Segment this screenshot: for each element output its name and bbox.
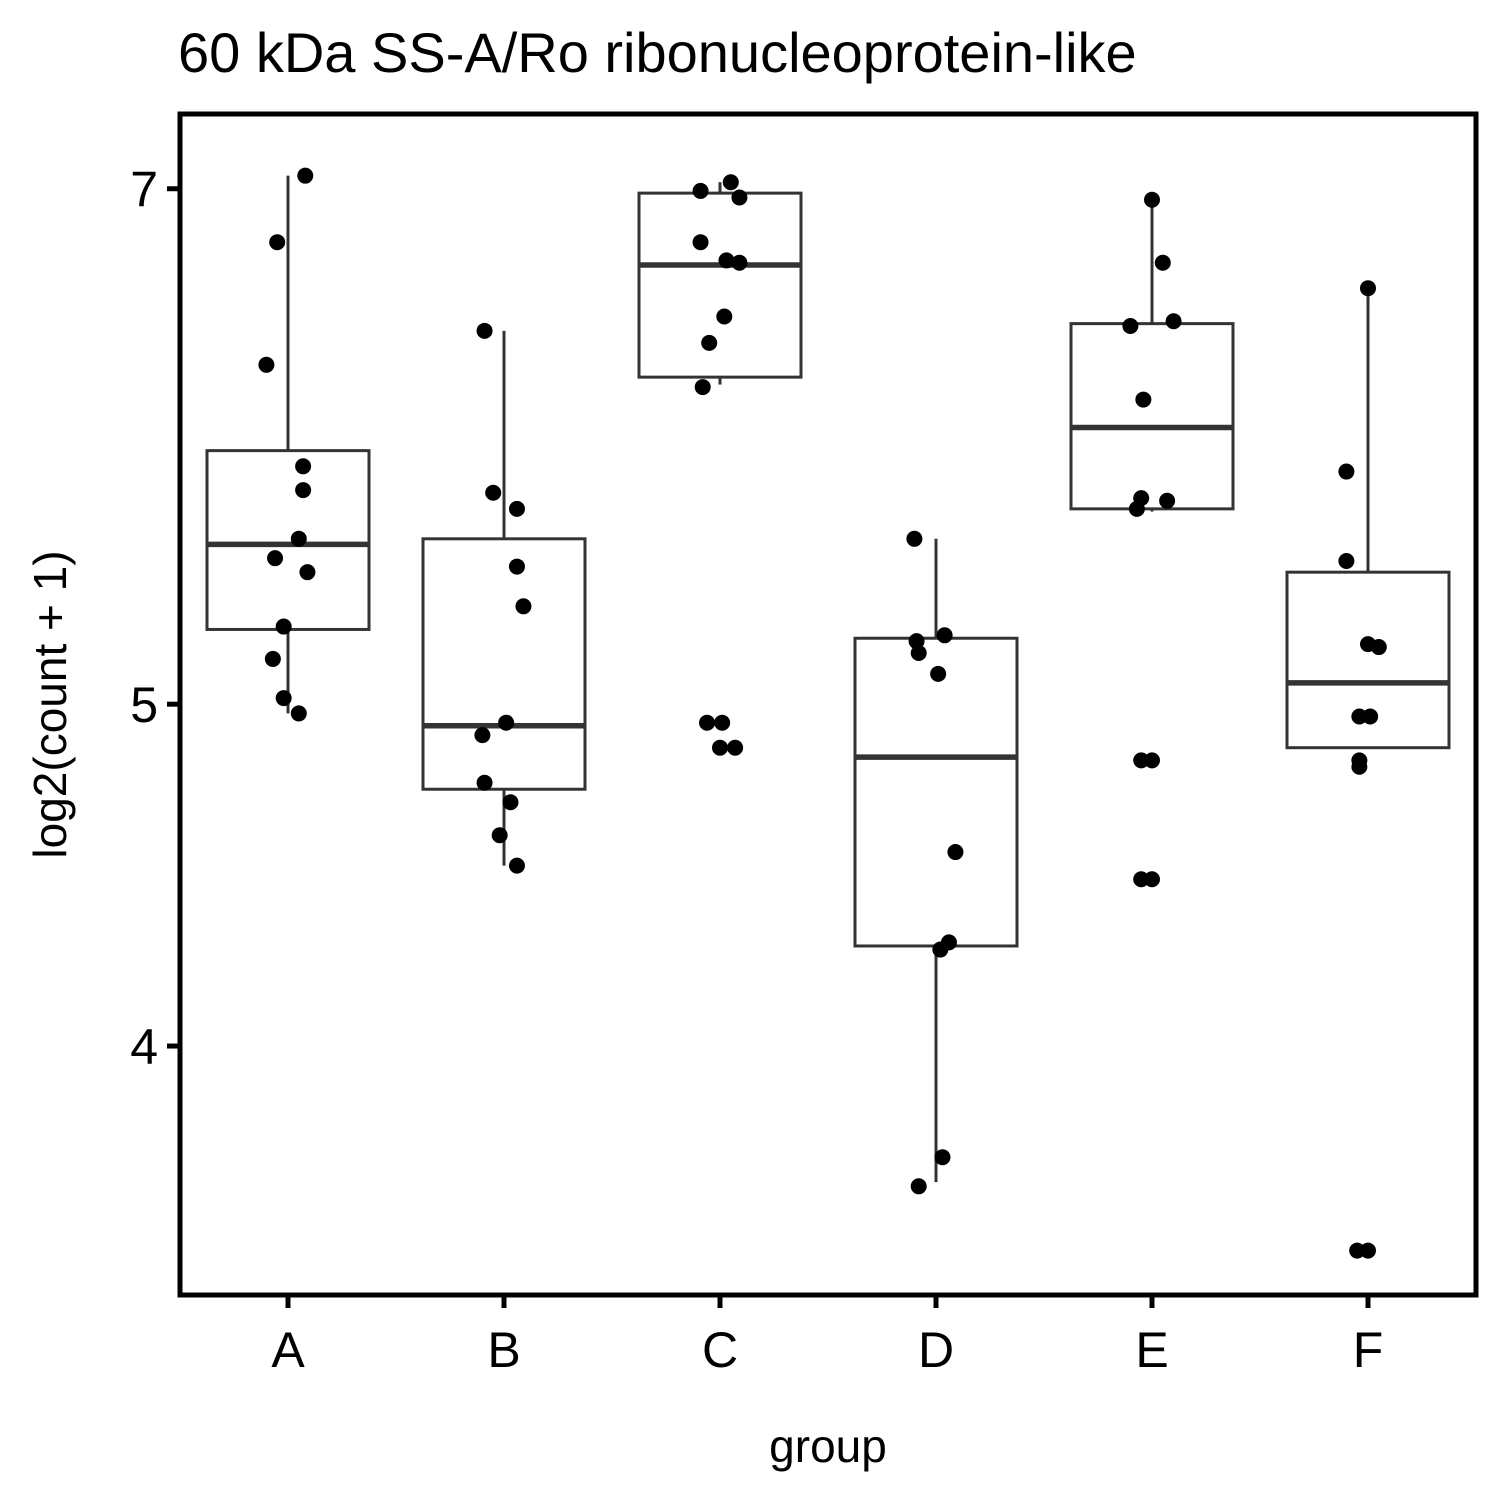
data-point [498, 714, 515, 731]
data-point [275, 618, 292, 635]
data-point [727, 739, 744, 756]
data-point [722, 174, 739, 191]
data-point [1360, 280, 1376, 297]
data-point [699, 714, 716, 731]
box [1285, 570, 1451, 750]
data-point [299, 564, 316, 581]
data-point [508, 500, 525, 517]
x-tick-label: F [1353, 1322, 1384, 1378]
data-point [932, 941, 949, 958]
data-point [491, 827, 508, 844]
x-tick-label: E [1135, 1322, 1168, 1378]
data-point [290, 530, 307, 547]
data-point [1338, 463, 1355, 480]
box-group-D [853, 538, 1019, 1183]
data-point [712, 739, 728, 756]
box [853, 636, 1019, 948]
data-point [906, 530, 923, 547]
panel-border [177, 111, 1479, 1298]
data-point [515, 598, 532, 615]
y-tick-label: 7 [130, 162, 158, 218]
data-point [1122, 318, 1139, 335]
box [1069, 322, 1235, 511]
data-point [508, 857, 525, 874]
data-point [910, 644, 927, 661]
data-points [258, 167, 1387, 1259]
data-point [269, 234, 286, 251]
y-axis-title: log2(count + 1) [24, 550, 76, 858]
data-point [508, 558, 525, 575]
box [421, 537, 587, 791]
data-point [485, 484, 502, 501]
data-point [934, 1149, 951, 1166]
data-point [1144, 752, 1160, 769]
data-point [692, 234, 709, 251]
data-point [1165, 313, 1182, 330]
x-axis-title: group [769, 1420, 887, 1472]
data-point [694, 379, 711, 396]
data-point [947, 844, 964, 861]
box-group-A [205, 175, 371, 714]
data-point [476, 774, 493, 791]
data-point [692, 182, 709, 199]
data-point [731, 189, 748, 206]
data-point [1349, 1242, 1366, 1259]
chart-title: 60 kDa SS-A/Ro ribonucleoprotein-like [178, 21, 1137, 84]
data-point [297, 167, 314, 184]
box [205, 449, 371, 631]
data-point [474, 727, 491, 744]
plot-area [205, 167, 1451, 1259]
axes: 4 5 7 A B C D E F [130, 162, 1383, 1378]
data-point [936, 627, 953, 644]
box [637, 191, 803, 379]
data-point [1370, 639, 1387, 656]
box-group-B [421, 330, 587, 866]
box-group-C [637, 182, 803, 385]
data-point [908, 633, 925, 650]
x-tick-label: C [702, 1322, 738, 1378]
box-group-F [1285, 288, 1451, 750]
data-point [1135, 391, 1152, 408]
data-point [1351, 758, 1368, 775]
data-point [1338, 552, 1355, 569]
data-point [1128, 500, 1145, 517]
x-tick-label: A [271, 1322, 305, 1378]
data-point [502, 794, 519, 811]
data-point [718, 252, 735, 269]
data-point [258, 356, 275, 373]
data-point [1362, 708, 1379, 725]
data-point [290, 705, 307, 722]
data-point [1144, 871, 1160, 888]
data-point [731, 254, 748, 271]
data-point [930, 665, 947, 682]
x-tick-label: D [918, 1322, 954, 1378]
data-point [295, 482, 312, 499]
y-tick-label: 4 [130, 1019, 158, 1075]
data-point [910, 1178, 927, 1195]
data-point [714, 714, 731, 731]
box-group-E [1069, 199, 1235, 512]
data-point [295, 458, 312, 475]
data-point [275, 690, 292, 707]
data-point [1144, 191, 1160, 208]
data-point [1159, 492, 1176, 509]
data-point [1154, 254, 1171, 271]
data-point [267, 550, 284, 567]
data-point [476, 322, 493, 339]
data-point [264, 650, 281, 667]
y-tick-label: 5 [130, 677, 158, 733]
data-point [701, 334, 718, 351]
data-point [716, 308, 733, 325]
x-tick-label: B [487, 1322, 520, 1378]
